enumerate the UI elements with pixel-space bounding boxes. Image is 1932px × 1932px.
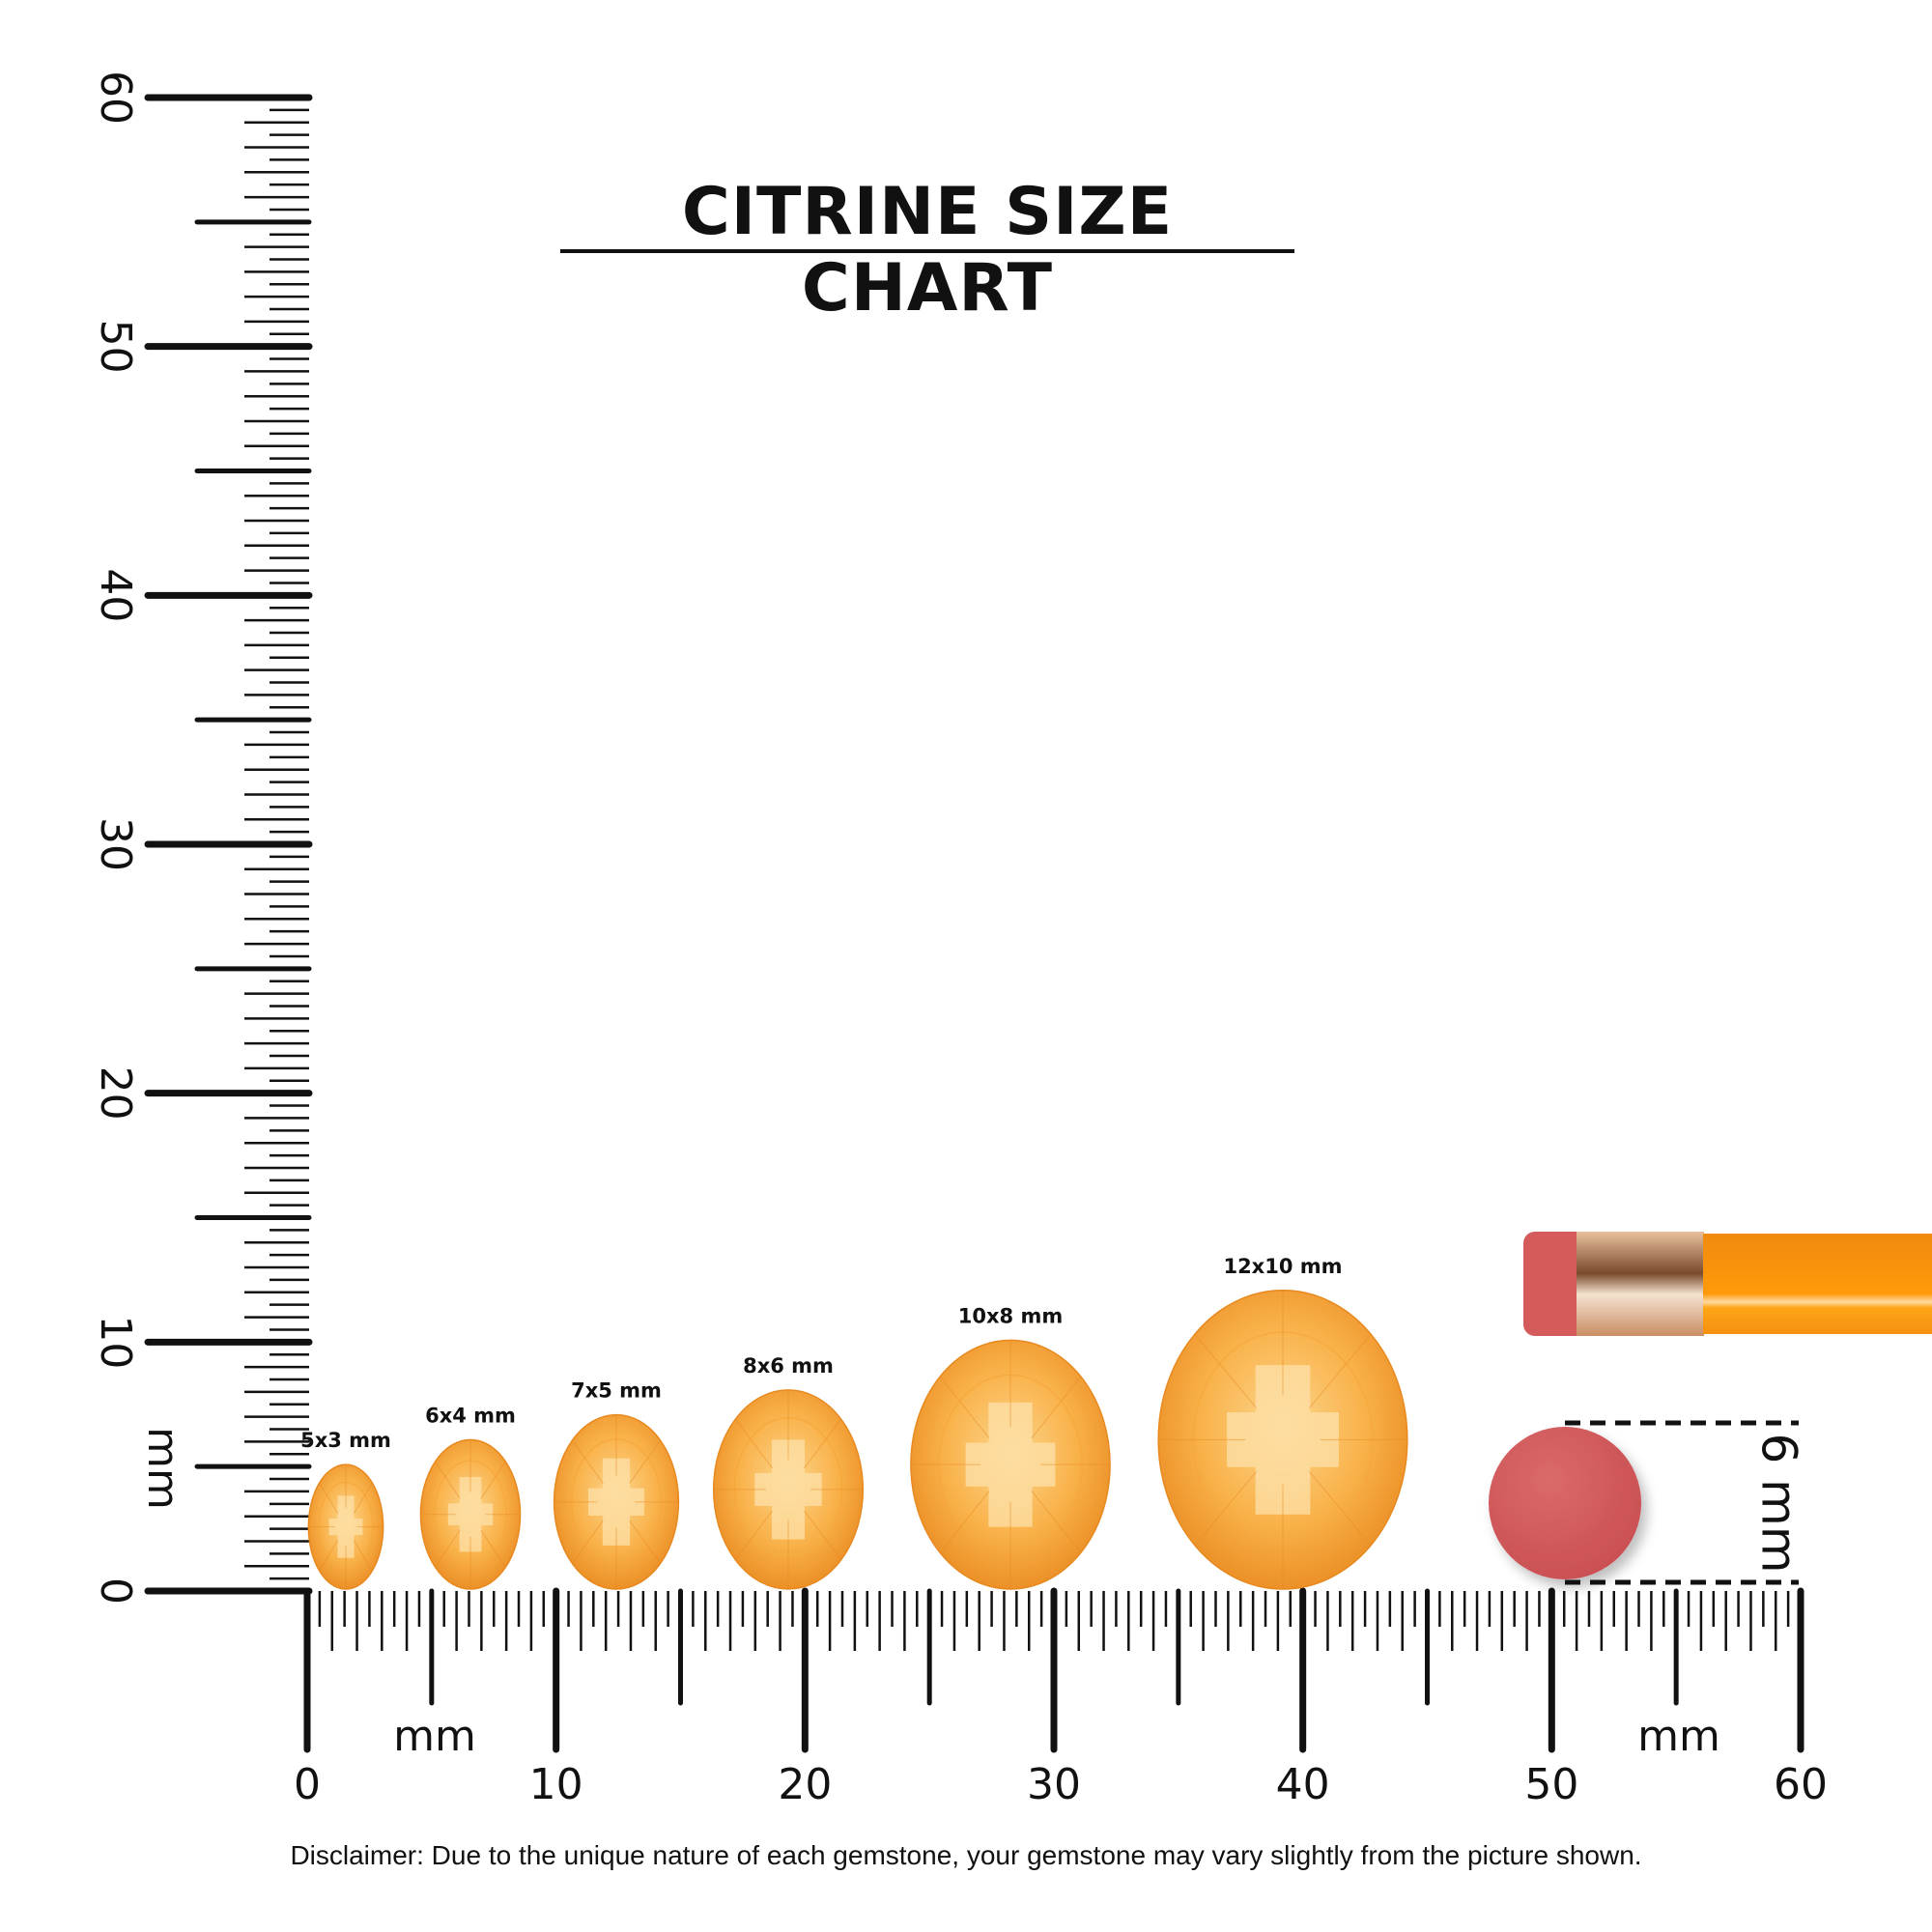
- horizontal-tick-label: 50: [1524, 1760, 1578, 1809]
- gem-facet-line: [1194, 1333, 1258, 1408]
- gem-facet-line: [353, 1539, 373, 1572]
- horizontal-unit-label-right: mm: [1637, 1712, 1720, 1761]
- gem-size-label: 7x5 mm: [571, 1379, 662, 1403]
- vertical-ruler: 0 10 20 30 40 50 60: [91, 71, 313, 1605]
- vertical-tick-label: 40: [91, 568, 140, 622]
- pencil-ferrule: [1577, 1232, 1704, 1336]
- gem-facet-line: [572, 1520, 604, 1564]
- gem-row: 5x3 mm 6x4 mm 7x5 mm 8x6 mm 10x8 mm 12x10 mm: [300, 1255, 1408, 1590]
- horizontal-tick-label: 0: [294, 1760, 321, 1809]
- horizontal-unit-label: mm: [393, 1712, 476, 1761]
- gem-facet-line: [734, 1510, 774, 1561]
- pencil-illustration: [1523, 1232, 1932, 1336]
- eraser-circle: [1489, 1427, 1641, 1579]
- horizontal-tick-label: 20: [778, 1760, 832, 1809]
- gem-facet-line: [480, 1529, 506, 1568]
- page-title: CITRINE SIZE CHART: [681, 174, 1174, 327]
- eraser-size-label: 6 mm: [1751, 1433, 1807, 1573]
- gem-table-facet: [754, 1439, 822, 1540]
- gem-6x4-mm: 6x4 mm: [419, 1404, 522, 1590]
- gem-table-facet: [328, 1495, 363, 1558]
- pencil-eraser: [1523, 1232, 1591, 1336]
- vertical-tick-label: 10: [91, 1315, 140, 1369]
- gem-table-facet: [588, 1458, 644, 1546]
- gem-facet-line: [435, 1529, 461, 1568]
- gem-size-label: 8x6 mm: [743, 1354, 834, 1378]
- gem-size-label: 10x8 mm: [958, 1304, 1063, 1327]
- vertical-tick-label: 30: [91, 817, 140, 871]
- vertical-tick-label: 60: [91, 71, 140, 125]
- gem-facet-line: [319, 1482, 339, 1515]
- horizontal-tick-label: 30: [1027, 1760, 1081, 1809]
- eraser-reference: 6 mm: [1489, 1420, 1807, 1585]
- gem-size-label: 6x4 mm: [425, 1404, 516, 1427]
- gem-7x5-mm: 7x5 mm: [553, 1379, 680, 1590]
- gem-facet-line: [1031, 1376, 1082, 1439]
- disclaimer-text: Disclaimer: Due to the unique nature of …: [290, 1840, 1642, 1870]
- gem-table-facet: [1227, 1365, 1339, 1515]
- horizontal-ruler: 0 10 20 30 40 50 60: [294, 1587, 1828, 1809]
- gem-size-label: 12x10 mm: [1223, 1255, 1342, 1278]
- gem-facet-line: [480, 1461, 506, 1499]
- pencil-body: [1703, 1234, 1932, 1334]
- gem-facet-line: [1031, 1491, 1082, 1553]
- gem-facet-line: [939, 1491, 990, 1553]
- gem-facet-line: [1308, 1333, 1372, 1408]
- gem-table-facet: [965, 1402, 1056, 1527]
- vertical-tick-label: 0: [91, 1577, 140, 1605]
- vertical-tick-label: 50: [91, 320, 140, 374]
- gem-facet-line: [803, 1418, 842, 1469]
- gem-facet-line: [1194, 1470, 1258, 1547]
- gem-5x3-mm: 5x3 mm: [300, 1429, 391, 1590]
- gem-size-label: 5x3 mm: [300, 1429, 391, 1452]
- gem-12x10-mm: 12x10 mm: [1157, 1255, 1408, 1590]
- gem-facet-line: [629, 1439, 661, 1484]
- gem-facet-line: [319, 1539, 339, 1572]
- gem-table-facet: [447, 1477, 494, 1552]
- horizontal-tick-label: 10: [529, 1760, 583, 1809]
- horizontal-tick-label: 60: [1774, 1760, 1828, 1809]
- gem-8x6-mm: 8x6 mm: [712, 1354, 865, 1590]
- gem-facet-line: [1308, 1470, 1372, 1547]
- gem-facet-line: [572, 1439, 604, 1484]
- gem-facet-line: [734, 1418, 774, 1469]
- vertical-tick-label: 20: [91, 1066, 140, 1121]
- vertical-unit-label: mm: [138, 1427, 187, 1510]
- gem-facet-line: [353, 1482, 373, 1515]
- gem-10x8-mm: 10x8 mm: [910, 1304, 1111, 1590]
- gem-facet-line: [629, 1520, 661, 1564]
- gem-facet-line: [803, 1510, 842, 1561]
- gem-facet-line: [939, 1376, 990, 1439]
- gem-facet-line: [435, 1461, 461, 1499]
- title-underline: [560, 249, 1294, 253]
- horizontal-tick-label: 40: [1276, 1760, 1330, 1809]
